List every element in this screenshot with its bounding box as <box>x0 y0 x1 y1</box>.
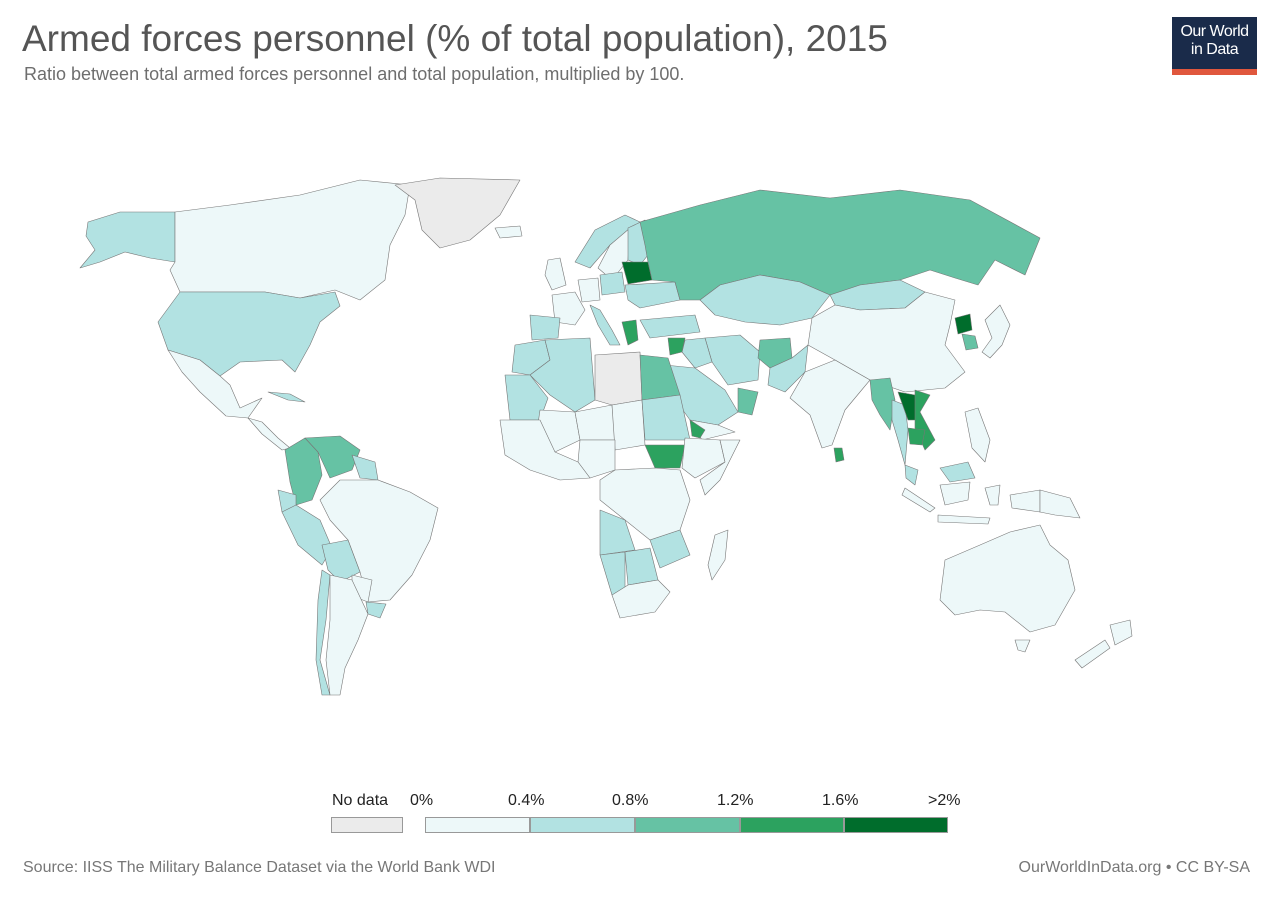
legend-tick-label: 0% <box>410 792 434 809</box>
region-japan[interactable] <box>981 304 1011 359</box>
source-note: Source: IISS The Military Balance Datase… <box>23 859 496 876</box>
legend-bin-swatch <box>530 817 635 833</box>
region-spain[interactable] <box>529 314 561 341</box>
region-namibia[interactable] <box>599 551 626 596</box>
chart-title: Armed forces personnel (% of total popul… <box>22 18 888 59</box>
region-libya[interactable] <box>594 351 643 406</box>
region-south-sudan[interactable] <box>644 444 686 469</box>
legend-tick-label: 0.8% <box>612 792 649 809</box>
region-united-kingdom[interactable] <box>544 257 567 291</box>
region-philippines[interactable] <box>964 407 991 463</box>
region-nigeria[interactable] <box>577 439 616 479</box>
region-mexico[interactable] <box>167 349 263 419</box>
legend-tick-label: 1.2% <box>717 792 754 809</box>
region-argentina[interactable] <box>325 574 369 696</box>
region-germany[interactable] <box>577 277 601 303</box>
map-legend: No data 0% 0.4% 0.8% 1.2% 1.6% >2% <box>0 780 1280 840</box>
legend-bin-swatch <box>844 817 948 833</box>
region-somalia[interactable] <box>699 439 741 496</box>
region-malaysia[interactable] <box>904 461 976 486</box>
region-india[interactable] <box>789 359 871 449</box>
region-greece[interactable] <box>621 319 639 346</box>
logo-line-2: in Data <box>1190 41 1239 58</box>
legend-tick-label: 0.4% <box>508 792 545 809</box>
region-greenland[interactable] <box>394 177 521 249</box>
legend-bin-swatch <box>635 817 740 833</box>
region-angola[interactable] <box>599 509 636 556</box>
legend-no-data-swatch <box>331 817 403 833</box>
region-australia[interactable] <box>939 524 1076 633</box>
region-botswana[interactable] <box>624 547 659 586</box>
region-cuba[interactable] <box>267 391 306 403</box>
region-indonesia[interactable] <box>901 481 1041 525</box>
region-niger[interactable] <box>574 404 616 441</box>
region-south-korea[interactable] <box>961 333 979 351</box>
region-sri-lanka[interactable] <box>833 447 845 463</box>
region-italy[interactable] <box>589 304 621 346</box>
legend-tick-label: >2% <box>928 792 961 809</box>
region-oman[interactable] <box>737 387 759 416</box>
region-new-zealand[interactable] <box>1074 619 1133 669</box>
region-central-america[interactable] <box>247 417 291 451</box>
region-madagascar[interactable] <box>707 529 729 581</box>
region-algeria[interactable] <box>529 337 596 413</box>
region-ukraine[interactable] <box>624 281 681 309</box>
region-turkey[interactable] <box>639 314 701 339</box>
region-north-korea[interactable] <box>954 313 973 335</box>
region-west-africa[interactable] <box>499 419 591 481</box>
region-chad[interactable] <box>611 399 646 451</box>
region-kazakhstan[interactable] <box>699 274 831 326</box>
region-myanmar[interactable] <box>869 377 896 431</box>
region-belarus[interactable] <box>621 261 653 285</box>
legend-bin-swatch <box>425 817 530 833</box>
region-mauritania[interactable] <box>504 374 549 421</box>
owid-logo[interactable]: Our World in Data <box>1172 17 1257 75</box>
region-eritrea[interactable] <box>689 419 706 439</box>
region-zimbabwe[interactable] <box>649 529 691 569</box>
region-russia[interactable] <box>639 189 1041 301</box>
logo-accent-bar <box>1172 69 1257 75</box>
license-link[interactable]: OurWorldInData.org • CC BY-SA <box>1018 859 1250 876</box>
region-guyana[interactable] <box>351 454 379 481</box>
logo-line-1: Our World <box>1180 23 1249 40</box>
world-map[interactable] <box>0 150 1280 710</box>
region-canada[interactable] <box>169 179 411 301</box>
region-iceland[interactable] <box>494 225 523 239</box>
chart-subtitle: Ratio between total armed forces personn… <box>24 64 685 84</box>
region-syria[interactable] <box>667 337 686 356</box>
region-egypt[interactable] <box>639 354 681 401</box>
region-papua-new-guinea[interactable] <box>1039 489 1081 519</box>
legend-no-data-label: No data <box>332 792 389 809</box>
region-bolivia[interactable] <box>321 539 361 583</box>
region-tasmania[interactable] <box>1014 639 1031 653</box>
region-ethiopia[interactable] <box>681 437 726 479</box>
region-south-africa[interactable] <box>611 579 671 619</box>
region-cambodia[interactable] <box>907 427 926 446</box>
region-poland[interactable] <box>599 271 626 296</box>
region-iran[interactable] <box>704 334 761 386</box>
region-alaska[interactable] <box>79 211 176 269</box>
legend-tick-label: 1.6% <box>822 792 859 809</box>
region-uruguay[interactable] <box>365 601 387 619</box>
legend-bin-swatch <box>740 817 844 833</box>
region-venezuela[interactable] <box>304 435 361 479</box>
